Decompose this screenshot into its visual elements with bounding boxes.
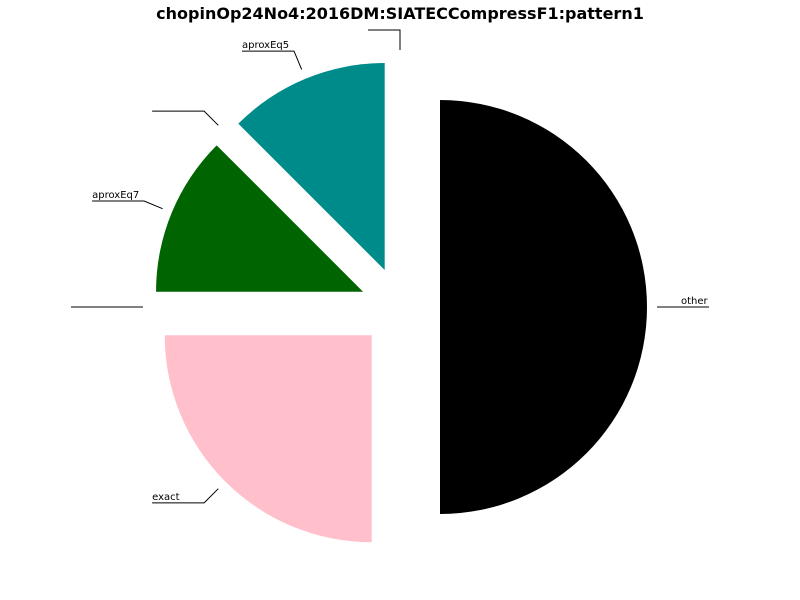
slice-label-exact: exact (152, 492, 180, 503)
leader-line-exact (152, 488, 219, 504)
leader-line-unlabeled-6 (368, 29, 401, 50)
slice-label-aproxEq7: aproxEq7 (92, 190, 139, 201)
pie-labels: other exact aproxEq7 aproxEq5 (71, 29, 709, 504)
pie-slice-aproxEq7 (156, 145, 364, 292)
slice-label-aproxEq5: aproxEq5 (242, 40, 289, 51)
pie-slice-exact (164, 335, 372, 543)
pie-slices (156, 63, 647, 543)
slice-label-other: other (681, 296, 709, 307)
chart-title: chopinOp24No4:2016DM:SIATECCompressF1:pa… (156, 4, 644, 23)
pie-slice-other (440, 100, 647, 514)
pie-slice-aproxEq5 (238, 63, 385, 271)
leader-line-aproxEq7 (92, 200, 163, 210)
leader-line-unlabeled-4 (152, 110, 219, 126)
leader-line-aproxEq5 (242, 50, 303, 70)
